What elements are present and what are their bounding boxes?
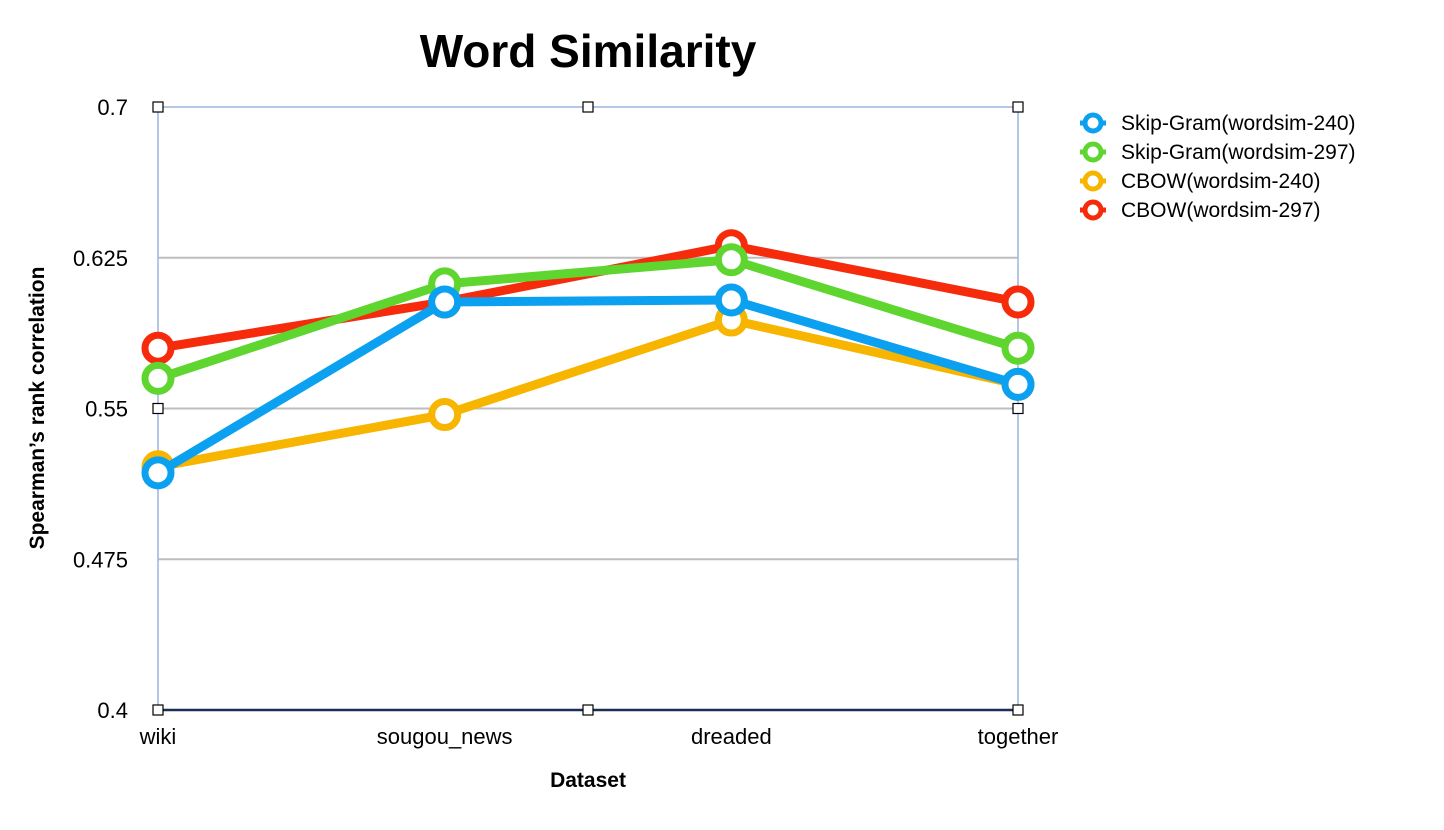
legend-label: CBOW(wordsim-240) [1121, 170, 1321, 193]
chart-title: Word Similarity [420, 25, 757, 77]
legend-item: CBOW(wordsim-240) [1080, 170, 1321, 193]
y-tick-label: 0.7 [97, 95, 128, 120]
legend: Skip-Gram(wordsim-240) Skip-Gram(wordsim-… [1080, 112, 1356, 222]
selection-handles[interactable] [152, 101, 1024, 716]
legend-item: CBOW(wordsim-297) [1080, 199, 1321, 222]
data-series [141, 229, 1035, 490]
legend-marker [1082, 199, 1104, 221]
x-tick-label: wiki [139, 724, 177, 749]
y-tick-label: 0.4 [97, 698, 128, 723]
legend-item: Skip-Gram(wordsim-297) [1080, 141, 1356, 164]
legend-label: CBOW(wordsim-297) [1121, 199, 1321, 222]
legend-marker [1082, 170, 1104, 192]
data-point [1001, 367, 1035, 401]
legend-marker [1082, 112, 1104, 134]
y-tick-labels: 0.4 0.475 0.55 0.625 0.7 [73, 95, 128, 723]
resize-handle[interactable] [152, 704, 164, 716]
series-line [153, 255, 1023, 383]
legend-marker [1082, 141, 1104, 163]
x-axis-title: Dataset [550, 769, 626, 792]
y-tick-label: 0.625 [73, 246, 128, 271]
legend-label: Skip-Gram(wordsim-240) [1121, 112, 1356, 135]
data-point [141, 456, 175, 490]
gridlines [158, 256, 1018, 561]
x-tick-labels: wiki sougou_news dreaded together [139, 724, 1059, 749]
data-point [714, 283, 748, 317]
legend-item: Skip-Gram(wordsim-240) [1080, 112, 1356, 135]
series-line [153, 295, 1023, 478]
data-point [1001, 285, 1035, 319]
y-tick-label: 0.55 [85, 397, 128, 422]
data-point [714, 243, 748, 277]
resize-handle[interactable] [582, 704, 594, 716]
data-point [428, 285, 462, 319]
y-axis-title: Spearman’s rank correlation [26, 267, 49, 550]
x-tick-label: together [978, 724, 1059, 749]
resize-handle[interactable] [1012, 704, 1024, 716]
data-point [141, 361, 175, 395]
x-tick-label: sougou_news [377, 724, 513, 749]
resize-handle[interactable] [152, 402, 164, 415]
data-point [1001, 331, 1035, 365]
resize-handle[interactable] [582, 101, 594, 113]
resize-handle[interactable] [152, 101, 164, 113]
data-point [428, 398, 462, 432]
series-line [153, 315, 1023, 472]
data-point [141, 331, 175, 365]
resize-handle[interactable] [1012, 402, 1024, 415]
resize-handle[interactable] [1012, 101, 1024, 113]
legend-label: Skip-Gram(wordsim-297) [1121, 141, 1356, 164]
series-skip-gram-wordsim-240 [141, 283, 1035, 490]
x-tick-label: dreaded [691, 724, 772, 749]
y-tick-label: 0.475 [73, 547, 128, 572]
